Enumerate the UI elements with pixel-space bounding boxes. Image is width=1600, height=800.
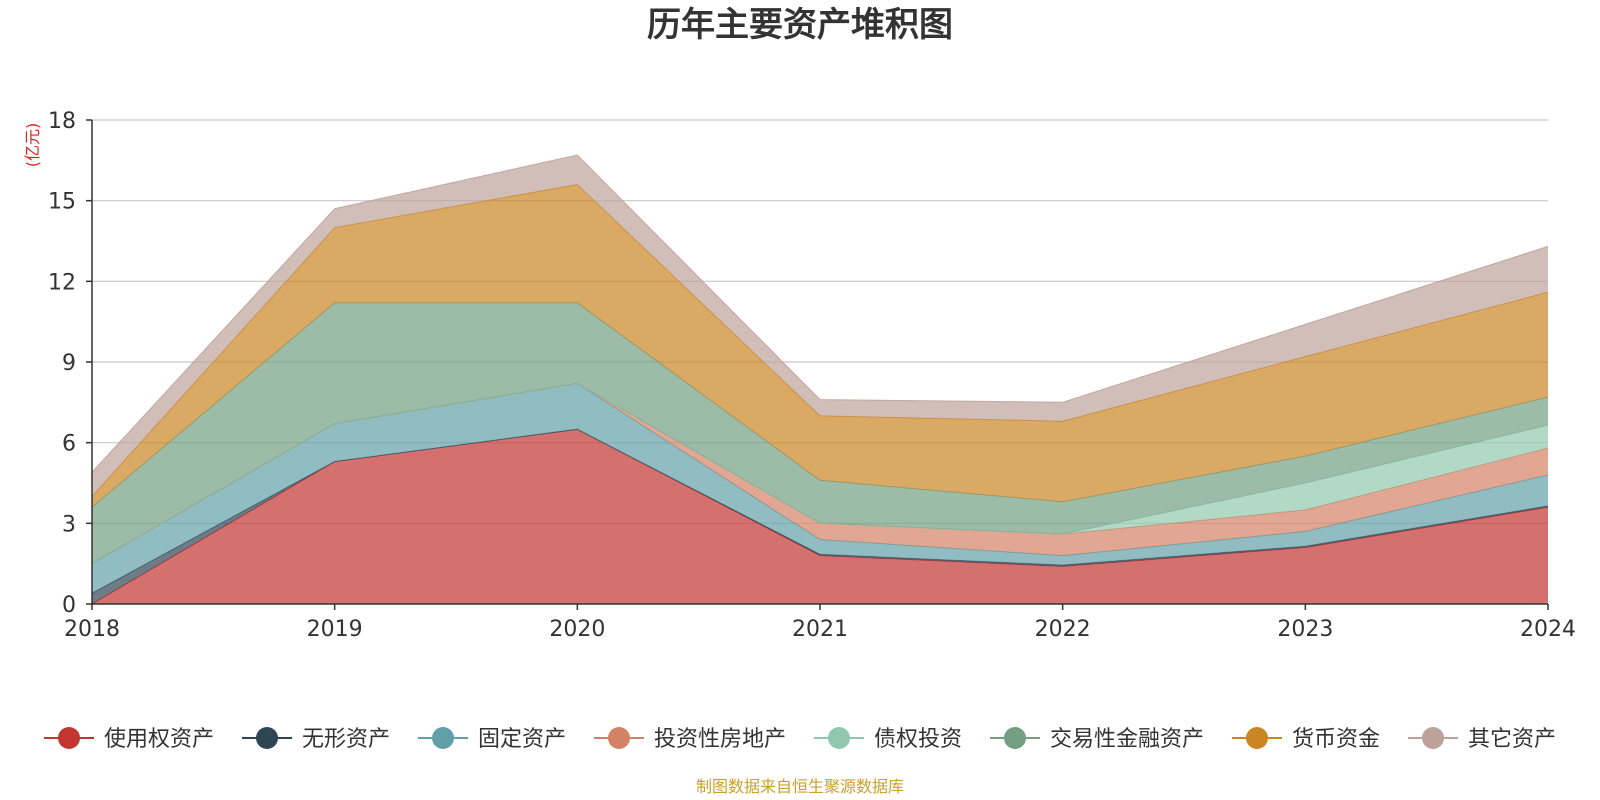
stacked-areas xyxy=(91,154,1549,605)
legend-label: 投资性房地产 xyxy=(654,727,786,752)
legend-item-5[interactable]: 交易性金融资产 xyxy=(990,727,1204,752)
legend-item-4[interactable]: 债权投资 xyxy=(814,727,962,752)
legend-item-1[interactable]: 无形资产 xyxy=(242,727,390,752)
chart-title: 历年主要资产堆积图 xyxy=(647,5,953,45)
source-note: 制图数据来自恒生聚源数据库 xyxy=(696,777,904,796)
legend[interactable]: 使用权资产 无形资产 固定资产 投资性房地产 债权投资 交易性金融资产 货币资金 其它资产 xyxy=(44,727,1556,752)
area-series-0 xyxy=(92,429,1548,604)
area-series-5 xyxy=(92,302,1548,564)
legend-label: 使用权资产 xyxy=(104,727,214,752)
x-tick-label: 2021 xyxy=(792,617,848,642)
legend-label: 固定资产 xyxy=(478,727,566,752)
legend-marker xyxy=(828,727,850,749)
legend-label: 货币资金 xyxy=(1292,727,1380,752)
x-tick-label: 2024 xyxy=(1520,617,1576,642)
x-tick-label: 2023 xyxy=(1277,617,1333,642)
x-tick-label: 2019 xyxy=(307,617,363,642)
area-line-series-7 xyxy=(91,154,1549,473)
y-tick-label: 3 xyxy=(62,512,76,537)
legend-marker xyxy=(432,727,454,749)
area-series-2 xyxy=(92,383,1548,594)
legend-item-6[interactable]: 货币资金 xyxy=(1232,727,1380,752)
legend-label: 债权投资 xyxy=(874,727,962,752)
y-tick-label: 18 xyxy=(48,109,76,134)
legend-marker xyxy=(1422,727,1444,749)
legend-item-0[interactable]: 使用权资产 xyxy=(44,727,214,752)
legend-item-2[interactable]: 固定资产 xyxy=(418,727,566,752)
legend-marker xyxy=(58,727,80,749)
y-tick-label: 9 xyxy=(62,351,76,376)
x-tick-label: 2020 xyxy=(549,617,605,642)
y-tick-label: 0 xyxy=(62,593,76,618)
legend-label: 无形资产 xyxy=(302,727,390,752)
area-series-3 xyxy=(92,383,1548,564)
legend-item-7[interactable]: 其它资产 xyxy=(1408,727,1556,752)
y-tick-label: 12 xyxy=(48,270,76,295)
x-tick-label: 2022 xyxy=(1035,617,1091,642)
legend-item-3[interactable]: 投资性房地产 xyxy=(594,727,786,752)
axes: 0 3 6 9 12 15 18 2018 2019 2020 2021 2022 2023 2024 xyxy=(48,109,1576,642)
legend-marker xyxy=(256,727,278,749)
area-series-6 xyxy=(92,184,1548,508)
area-series-4 xyxy=(92,383,1548,564)
legend-marker xyxy=(1004,727,1026,749)
legend-marker xyxy=(1246,727,1268,749)
legend-marker xyxy=(608,727,630,749)
legend-label: 其它资产 xyxy=(1468,727,1556,752)
y-tick-label: 15 xyxy=(48,190,76,215)
legend-label: 交易性金融资产 xyxy=(1050,727,1204,752)
x-tick-label: 2018 xyxy=(64,617,120,642)
y-tick-label: 6 xyxy=(62,432,76,457)
y-axis-unit-label: (亿元) xyxy=(23,123,42,168)
